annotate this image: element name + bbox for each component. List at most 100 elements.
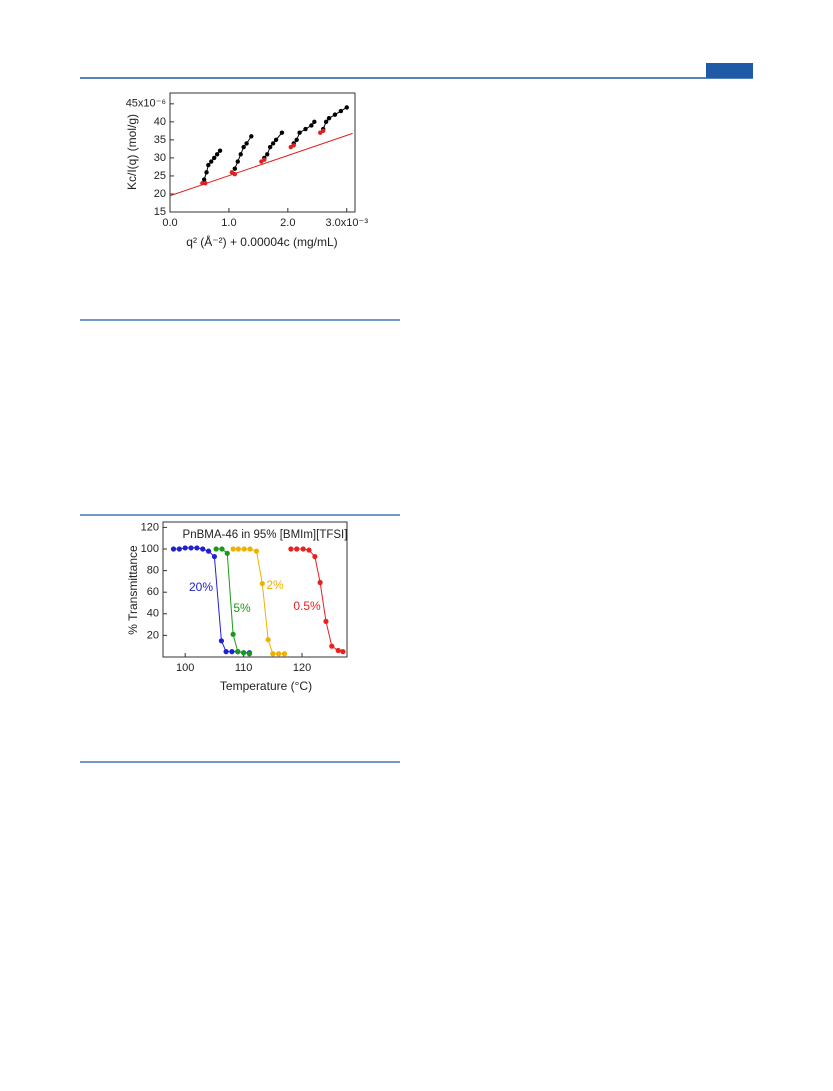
- data-point: [323, 119, 329, 125]
- data-point: [176, 546, 182, 552]
- data-point: [217, 148, 223, 153]
- y-tick-label: 60: [147, 586, 159, 598]
- data-point: [262, 157, 267, 162]
- data-point: [288, 546, 294, 552]
- y-tick-label: 80: [147, 565, 159, 577]
- data-point: [300, 546, 306, 552]
- x-tick-label: 120: [293, 662, 311, 674]
- y-tick-label: 30: [154, 152, 166, 164]
- data-point: [241, 546, 247, 552]
- data-point: [206, 162, 211, 168]
- data-point: [241, 144, 246, 150]
- data-point: [332, 112, 338, 117]
- data-point: [247, 546, 253, 552]
- data-point: [253, 548, 260, 554]
- data-point: [323, 618, 329, 624]
- data-point: [230, 631, 236, 637]
- data-point: [214, 152, 220, 157]
- data-point: [267, 144, 273, 150]
- data-point: [241, 650, 247, 656]
- data-point: [340, 649, 346, 655]
- data-point: [232, 166, 238, 171]
- data-point: [273, 137, 279, 143]
- y-axis-label: Kc/I(q) (mol/g): [125, 114, 139, 190]
- data-point: [335, 647, 341, 654]
- data-point: [194, 545, 200, 551]
- data-point: [259, 580, 265, 587]
- data-point: [201, 177, 207, 182]
- data-point: [326, 116, 332, 121]
- data-point: [246, 651, 253, 657]
- plot-frame: [162, 521, 348, 658]
- x-tick-label: 100: [176, 662, 194, 674]
- data-point: [211, 155, 217, 161]
- data-point: [270, 651, 276, 657]
- data-point: [235, 159, 240, 164]
- data-point: [213, 546, 219, 552]
- data-point: [182, 545, 188, 551]
- header-tab: [706, 63, 753, 78]
- plot-frame: [169, 92, 356, 213]
- x-tick-label: 1.0: [221, 217, 236, 229]
- data-point: [249, 134, 254, 139]
- data-point: [276, 651, 282, 657]
- x-axis-label: Temperature (°C): [220, 679, 312, 693]
- y-axis-label: % Transmittance: [126, 545, 140, 635]
- data-point: [209, 159, 214, 164]
- y-tick-label: 40: [147, 608, 159, 620]
- data-point: [312, 553, 318, 560]
- series-label: 20%: [189, 580, 213, 594]
- data-point: [312, 119, 317, 125]
- data-point: [279, 130, 285, 135]
- data-point: [294, 137, 299, 143]
- x-tick-label: 3.0x10⁻³: [326, 217, 369, 229]
- series-line: [290, 548, 344, 653]
- data-point: [320, 128, 326, 134]
- series-line: [322, 106, 348, 130]
- data-point: [204, 170, 209, 175]
- data-point: [235, 546, 241, 552]
- y-tick-label: 35: [154, 134, 166, 146]
- data-point: [200, 546, 206, 552]
- data-point: [297, 130, 302, 135]
- data-point: [244, 141, 249, 146]
- y-tick-label: 25: [154, 170, 166, 182]
- y-tick-label: 15: [154, 206, 166, 218]
- series-label: 0.5%: [293, 599, 321, 613]
- y-tick-label: 100: [141, 543, 159, 555]
- data-point: [265, 152, 270, 157]
- data-point: [238, 152, 243, 157]
- series-line: [169, 132, 353, 197]
- data-point: [230, 546, 236, 552]
- y-tick-label: 120: [141, 521, 159, 533]
- data-point: [317, 579, 323, 586]
- data-point: [344, 105, 349, 110]
- data-point: [224, 550, 230, 556]
- data-point: [218, 638, 225, 644]
- data-point: [188, 545, 194, 551]
- series-line: [233, 548, 285, 655]
- data-point: [235, 649, 241, 655]
- chart-title: PnBMA-46 in 95% [BMIm][TFSI]: [183, 529, 348, 541]
- data-point: [281, 651, 288, 657]
- data-point: [294, 546, 300, 552]
- x-tick-label: 110: [235, 662, 253, 674]
- data-point: [303, 126, 308, 132]
- data-point: [229, 649, 235, 655]
- data-point: [211, 553, 218, 560]
- y-tick-label: 20: [147, 629, 159, 641]
- data-point: [329, 643, 335, 649]
- x-tick-label: 0.0: [162, 217, 177, 229]
- y-tick-label: 40: [154, 116, 166, 128]
- data-point: [291, 143, 296, 148]
- data-point: [306, 547, 312, 553]
- data-point: [270, 141, 276, 146]
- data-point: [219, 546, 225, 552]
- data-point: [203, 180, 208, 186]
- y-tick-label: 20: [154, 188, 166, 200]
- data-point: [309, 123, 314, 128]
- data-point: [232, 171, 238, 177]
- x-axis-label: q² (Å⁻²) + 0.00004c (mg/mL): [186, 234, 337, 249]
